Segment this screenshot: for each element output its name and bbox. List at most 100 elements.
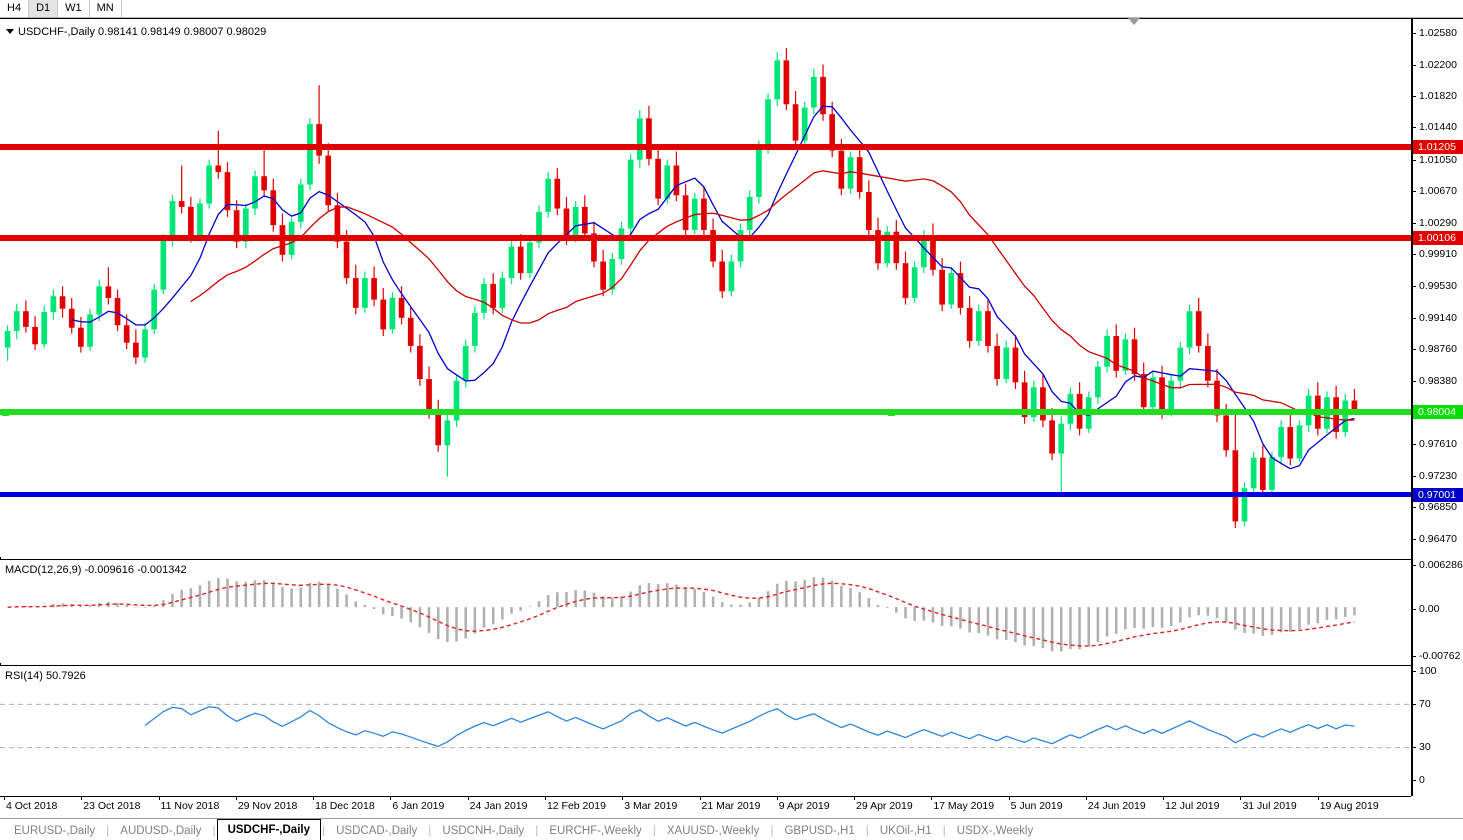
tick-label: 1.01050 [1419,153,1457,166]
date-tick [467,797,469,800]
symbol-tab[interactable]: USDX-,Weekly [956,824,1034,837]
date-tick [1317,797,1319,800]
tick-dash [1413,254,1416,256]
candle-body [1177,347,1184,381]
tick-label: 0.97230 [1419,469,1457,482]
price-tick: 1.02580 [1413,27,1463,40]
timeframe-toolbar: H4 D1 W1 MN [0,0,1463,18]
tick-label: 1.00670 [1419,185,1457,198]
date-tick [1163,797,1165,800]
price-tick: 0.97610 [1413,438,1463,451]
candle-body [746,196,753,231]
date-tick [931,797,933,800]
macd-tick: 0.006286 [1413,559,1463,572]
rsi-line [144,706,1355,747]
rsi-panel-legend: RSI(14) 50.7926 [5,670,86,682]
candle-body [1168,380,1175,413]
macd-tick: 0.00 [1413,603,1463,616]
symbol-tab[interactable]: GBPUSD-,H1 [784,824,855,837]
candle-body [142,329,148,358]
date-label: 17 May 2019 [933,800,995,812]
candle-body [911,267,918,298]
date-tick [544,797,546,800]
symbol-tab-active[interactable]: USDCHF-,Daily [216,819,321,840]
price-scale-axis[interactable]: 1.02580 1.02200 1.01820 1.01440 1.01050 1.006… [1413,19,1463,796]
candle-body [490,283,497,308]
symbol-tab[interactable]: EURCHF-,Weekly [549,824,642,837]
candle-body [133,342,139,358]
horizontal-level-line[interactable] [0,234,1411,241]
price-level-badge-green[interactable]: 0.98004 [1413,404,1463,419]
candle-body [1140,374,1147,408]
candle-body [875,230,881,264]
symbol-tab[interactable]: EURUSD-,Daily [14,824,96,837]
candle-body [178,201,185,207]
price-level-badge-blue[interactable]: 0.97001 [1413,487,1463,502]
tick-label: 1.01820 [1419,89,1457,102]
candle-body [1259,457,1266,490]
horizontal-level-line[interactable] [0,143,1411,150]
date-label: 24 Jun 2019 [1087,800,1146,812]
tick-label: 1.00290 [1419,216,1457,229]
price-tick: 1.01820 [1413,90,1463,103]
candle-body [1250,457,1257,489]
tab-separator: | [322,822,326,837]
level-anchor-handle[interactable] [888,408,895,416]
timeframe-d1[interactable]: D1 [29,0,59,17]
candle-body [646,118,652,159]
horizontal-level-line[interactable] [0,408,1411,415]
symbol-tab[interactable]: UKOil-,H1 [879,824,932,837]
price-scale-separator [1411,18,1413,796]
tab-separator: | [535,822,539,837]
candle-body [96,286,103,315]
candle-body [930,236,936,270]
symbol-tab-bar: EURUSD-,Daily | AUDUSD-,Daily | USDCHF-,Dail… [0,818,1463,840]
macd-panel[interactable] [0,559,1411,663]
candle-body [948,273,955,305]
tick-label: 1.02200 [1419,58,1457,71]
timeframe-mn[interactable]: MN [89,0,122,17]
rsi-panel[interactable] [0,665,1411,796]
candle-body [902,263,909,298]
price-legend-text: USDCHF-,Daily 0.98141 0.98149 0.98007 0.… [18,26,267,38]
candle-body [1351,400,1358,410]
price-chart-panel[interactable] [0,19,1411,557]
timeframe-h4[interactable]: H4 [0,0,30,17]
collapse-triangle-icon[interactable] [6,29,14,34]
tick-label: 1.01440 [1419,121,1457,134]
candle-body [426,379,432,413]
candle-body [536,211,542,243]
price-level-badge-red[interactable]: 1.01205 [1413,139,1463,154]
timeframe-w1[interactable]: W1 [58,0,90,17]
price-tick: 1.02200 [1413,59,1463,72]
candle-body [1186,311,1193,348]
tick-dash [1413,656,1416,657]
candle-body [316,124,322,156]
tick-dash [1413,285,1416,287]
candle-body [233,210,240,242]
candle-body [362,278,368,308]
symbol-tab[interactable]: XAUUSD-,Weekly [666,824,760,837]
horizontal-level-line[interactable] [0,491,1411,497]
tick-dash [1413,609,1416,610]
fast-ma [71,105,1355,470]
price-tick: 1.01050 [1413,154,1463,167]
symbol-tab[interactable]: USDCAD-,Daily [336,824,418,837]
tick-dash [1413,507,1416,509]
symbol-tab[interactable]: AUDUSD-,Daily [120,824,202,837]
candle-body [939,269,945,305]
tick-label: 30 [1419,741,1431,754]
tick-dash [1413,444,1416,446]
tab-separator: | [652,822,656,837]
candle-body [472,312,478,346]
candle-body [508,246,515,279]
price-level-badge-red[interactable]: 1.00106 [1413,230,1463,245]
symbol-tab[interactable]: USDCNH-,Daily [442,824,525,837]
tab-separator: | [212,822,216,837]
chevron-down-icon [1128,18,1140,25]
level-anchor-handle[interactable] [2,408,9,416]
candle-body [664,165,671,199]
candle-body [444,420,451,446]
date-label: 9 Apr 2019 [778,800,830,812]
price-tick: 0.97230 [1413,470,1463,483]
